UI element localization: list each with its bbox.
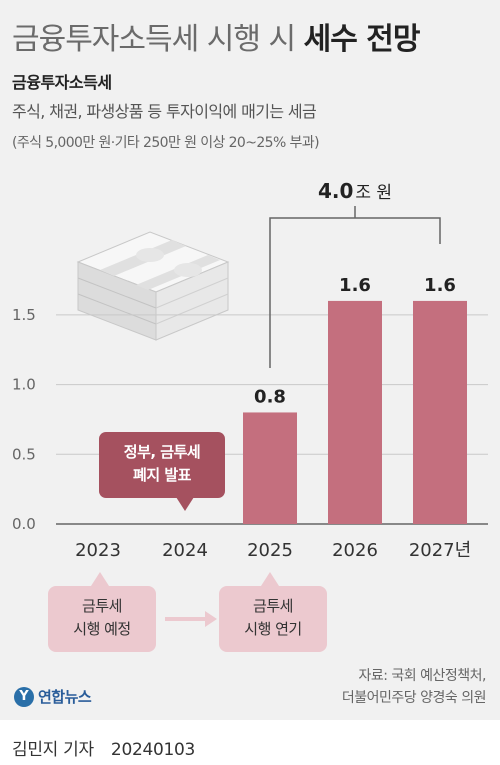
x-tick-label: 2026	[332, 540, 378, 561]
timeline-delayed-line2: 시행 연기	[244, 620, 302, 638]
timeline-planned-line1: 금투세	[82, 597, 122, 615]
x-tick-label: 2027년	[409, 540, 471, 561]
data-label: 1.6	[424, 275, 456, 296]
title-main: 금융투자소득세 시행 시	[12, 22, 296, 57]
timeline-arrow-head	[205, 611, 217, 627]
subtitle-heading: 금융투자소득세	[12, 73, 112, 92]
source-note: 자료: 국회 예산정책처, 더불어민주당 양경숙 의원	[341, 665, 487, 709]
callout-line2: 폐지 발표	[133, 466, 191, 484]
total-label: 4.0 조 원	[318, 179, 392, 203]
timeline-box-planned: 금투세 시행 예정	[48, 586, 156, 652]
bar	[413, 300, 467, 524]
timeline-box-delayed: 금투세 시행 연기	[219, 586, 327, 652]
bar-chart: 0.0 0.5 1.0 1.5 2023 2024 0.8 2025 1.6 2026 1.6 202…	[12, 179, 488, 561]
total-value: 4.0	[318, 179, 353, 203]
yonhap-logo: Y 연합뉴스	[14, 686, 92, 707]
source-line2: 더불어민주당 양경숙 의원	[341, 690, 487, 706]
y-tick-label: 1.5	[12, 306, 36, 324]
callout-pointer	[176, 497, 194, 511]
money-stack-icon	[76, 231, 230, 341]
policy-callout: 정부, 금투세 폐지 발표	[99, 432, 225, 498]
x-tick-label: 2025	[247, 540, 293, 561]
bar	[328, 300, 382, 524]
logo-text: 연합뉴스	[38, 688, 92, 706]
timeline-arrow	[165, 617, 207, 621]
total-unit: 조 원	[355, 183, 392, 203]
timeline-pointer-2023	[91, 572, 109, 586]
page-title: 금융투자소득세 시행 시 세수 전망	[12, 14, 421, 58]
timeline-planned-line2: 시행 예정	[73, 620, 131, 638]
author: 김민지 기자	[12, 740, 94, 760]
timeline-pointer-2025	[261, 572, 279, 586]
y-tick-label: 1.0	[12, 376, 36, 394]
callout-line1: 정부, 금투세	[123, 443, 201, 461]
byline: 김민지 기자 20240103	[12, 735, 195, 760]
timeline-delayed-line1: 금투세	[253, 597, 293, 615]
x-tick-label: 2023	[75, 540, 121, 561]
x-tick-label: 2024	[162, 540, 208, 561]
data-label: 0.8	[254, 386, 286, 407]
subtitle-description: 주식, 채권, 파생상품 등 투자이익에 매기는 세금	[12, 102, 317, 121]
subtitle-note: (주식 5,000만 원·기타 250만 원 이상 20~25% 부과)	[12, 135, 320, 151]
source-line1: 자료: 국회 예산정책처,	[358, 668, 487, 684]
y-tick-label: 0.0	[12, 515, 36, 533]
bar	[243, 412, 297, 524]
date: 20240103	[110, 740, 196, 760]
title-bold: 세수 전망	[303, 22, 421, 57]
y-tick-label: 0.5	[12, 445, 36, 463]
data-label: 1.6	[339, 275, 371, 296]
yonhap-logo-icon: Y	[14, 686, 34, 707]
